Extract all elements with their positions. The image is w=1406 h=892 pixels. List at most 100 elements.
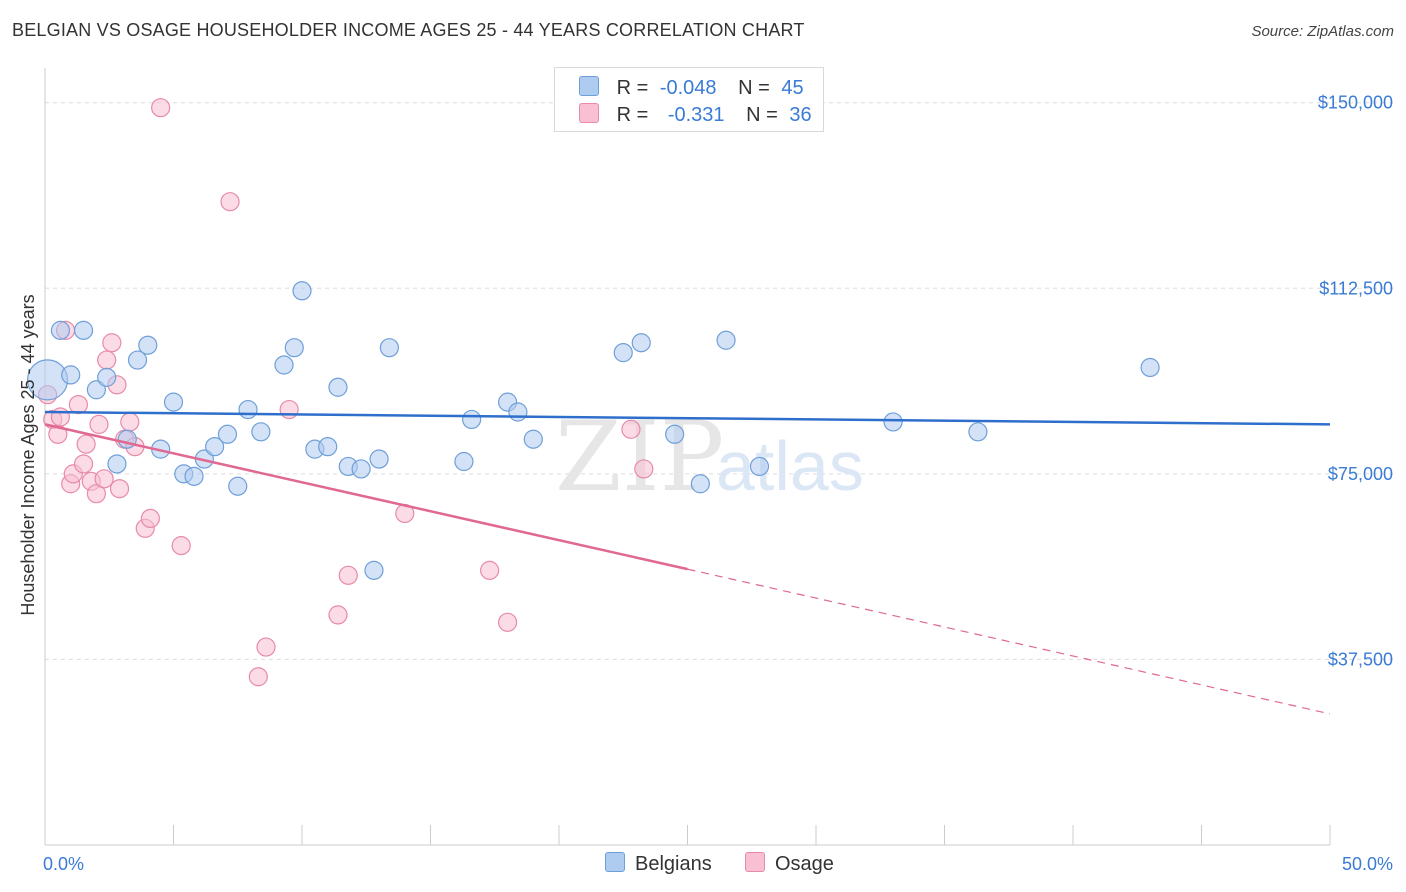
belgian-point-20 (274, 355, 294, 375)
belgian-point-29 (379, 338, 399, 358)
y-tick-label-3: $150,000 (1318, 93, 1393, 113)
osage-point-22 (140, 508, 160, 529)
belgian-point-4 (86, 380, 107, 400)
osage-r-label: R = (616, 104, 649, 126)
belgian-point-3 (73, 320, 94, 340)
belgian-point-25 (328, 377, 348, 397)
x-tick-labels: 0.0% 50.0% (43, 854, 1393, 874)
osage-point-17 (109, 479, 130, 499)
belgians-trend-line (44, 410, 1331, 426)
osage-point-28 (279, 399, 299, 420)
bottom-legend-osage: Osage (745, 852, 834, 876)
y-tick-label-0: $37,500 (1328, 649, 1393, 669)
belgian-point-18 (238, 399, 258, 420)
osage-r-value: -0.331 (667, 104, 725, 126)
watermark-atlas: atlas (716, 427, 864, 505)
belgian-point-39 (690, 474, 710, 494)
axes (44, 68, 1331, 846)
osage-swatch (579, 103, 599, 123)
belgian-point-35 (523, 429, 543, 449)
osage-point-30 (338, 565, 358, 585)
belgians-n-value: 45 (781, 77, 804, 99)
osage-point-24 (171, 536, 191, 556)
belgian-point-22 (292, 281, 312, 301)
osage-point-13 (94, 469, 114, 489)
osage-trend-line-dashed (687, 568, 1331, 715)
osage-point-11 (86, 484, 107, 504)
belgian-point-15 (205, 437, 225, 457)
legend-row-osage: R = -0.331 N = 36 (579, 103, 812, 127)
chart-title: BELGIAN VS OSAGE HOUSEHOLDER INCOME AGES… (12, 20, 805, 40)
belgian-point-19 (251, 422, 271, 442)
x-tick-label-max: 50.0% (1342, 854, 1393, 874)
osage-point-34 (621, 419, 641, 439)
belgians-r-label: R = (616, 77, 649, 99)
osage-point-7 (68, 394, 89, 415)
belgian-point-44 (1140, 357, 1160, 378)
osage-point-8 (73, 454, 94, 474)
belgian-point-13 (184, 466, 204, 486)
bottom-legend-belgians: Belgians (605, 852, 712, 876)
y-tick-label-2: $112,500 (1319, 278, 1393, 298)
belgian-point-17 (228, 476, 248, 496)
osage-point-35 (634, 459, 654, 479)
belgian-point-27 (351, 459, 371, 479)
belgian-point-43 (968, 422, 988, 442)
osage-point-25 (220, 192, 240, 212)
osage-n-label: N = (746, 104, 778, 126)
osage-point-23 (151, 98, 171, 118)
belgians-r-value: -0.048 (659, 77, 717, 99)
belgian-point-2 (61, 365, 81, 385)
osage-point-4 (50, 407, 71, 427)
trend-lines (44, 410, 1331, 715)
belgian-point-31 (454, 451, 474, 472)
osage-point-32 (480, 560, 500, 580)
belgian-point-41 (749, 456, 770, 477)
belgian-point-5 (97, 367, 117, 387)
osage-point-33 (498, 612, 518, 632)
y-tick-labels: $37,500 $75,000 $112,500 $150,000 (1318, 93, 1393, 670)
osage-point-12 (89, 414, 109, 434)
osage-trend-line-solid (44, 423, 688, 571)
osage-point-29 (328, 605, 348, 625)
osage-point-26 (248, 667, 268, 687)
source-label: Source: ZipAtlas.com (1251, 23, 1394, 40)
correlation-legend: R = -0.048 N = 45 R = -0.331 N = 36 (554, 67, 824, 132)
legend-row-belgians: R = -0.048 N = 45 (579, 76, 804, 100)
osage-point-27 (256, 637, 276, 657)
belgian-point-21 (284, 338, 304, 358)
belgian-point-9 (138, 335, 158, 355)
osage-point-14 (97, 350, 117, 370)
bottom-belgians-label: Belgians (635, 853, 712, 875)
bottom-osage-label: Osage (775, 853, 834, 875)
belgian-point-24 (318, 437, 338, 457)
belgian-point-1 (50, 320, 71, 340)
belgian-point-6 (107, 454, 127, 474)
belgian-point-30 (364, 560, 384, 580)
osage-n-value: 36 (789, 104, 812, 126)
osage-point-15 (102, 333, 122, 353)
x-tick-label-min: 0.0% (43, 854, 84, 874)
bottom-belgians-swatch (605, 852, 625, 872)
osage-point-9 (76, 434, 96, 454)
y-axis-label: Householder Income Ages 25 - 44 years (18, 294, 38, 615)
belgian-point-42 (883, 412, 903, 432)
belgian-point-8 (127, 350, 148, 370)
belgian-point-11 (163, 392, 184, 412)
y-tick-label-1: $75,000 (1328, 464, 1393, 484)
belgian-point-28 (369, 449, 389, 469)
bottom-osage-swatch (745, 852, 765, 872)
belgian-point-32 (462, 409, 482, 430)
osage-point-19 (120, 412, 140, 432)
belgian-point-34 (508, 402, 528, 422)
watermark-zip: ZIP (555, 401, 724, 513)
belgian-point-36 (613, 343, 633, 363)
belgian-points (26, 281, 1160, 580)
belgians-n-label: N = (738, 77, 770, 99)
belgian-point-16 (217, 424, 238, 444)
belgian-point-37 (631, 333, 651, 353)
belgian-point-40 (716, 330, 736, 350)
belgian-point-38 (665, 424, 685, 444)
belgians-swatch (579, 76, 599, 96)
